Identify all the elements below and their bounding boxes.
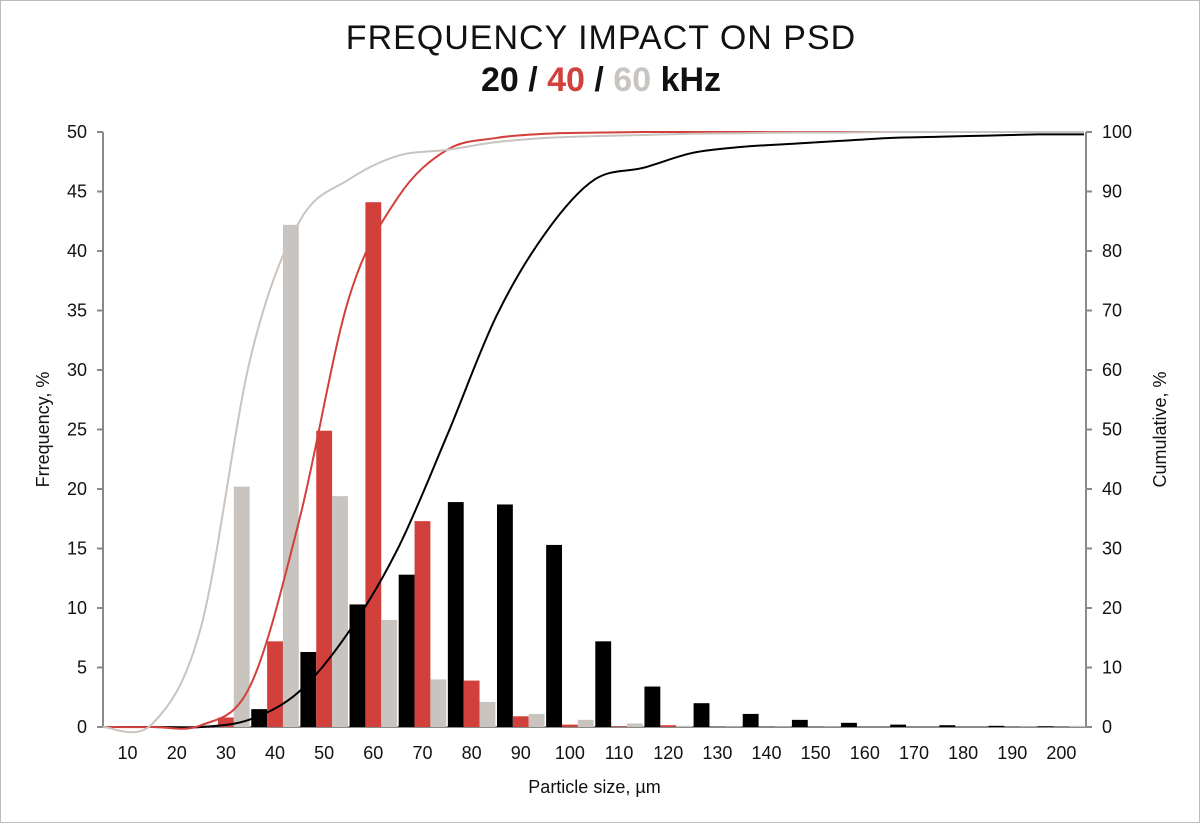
x-tick-label: 30 [216, 743, 236, 763]
bar [447, 502, 464, 727]
y2-tick-label: 90 [1102, 182, 1122, 202]
bar [365, 202, 382, 727]
bar [595, 641, 612, 727]
x-tick-label: 170 [899, 743, 929, 763]
x-tick-label: 200 [1046, 743, 1076, 763]
bar [512, 716, 529, 727]
bar [660, 725, 677, 727]
y2-tick-label: 80 [1102, 241, 1122, 261]
x-tick-label: 140 [752, 743, 782, 763]
bar [1037, 726, 1054, 727]
x-tick-label: 90 [511, 743, 531, 763]
bar [988, 725, 1005, 727]
bar [233, 486, 250, 727]
subtitle-part: 60 [613, 61, 652, 99]
cumulative-line [102, 130, 1084, 734]
bar [561, 724, 578, 727]
chart-subtitle: 20 / 40 / 60 kHz [1, 61, 1200, 100]
x-tick-label: 180 [948, 743, 978, 763]
y-tick-label: 0 [77, 717, 87, 737]
bar [725, 726, 742, 727]
x-tick-label: 10 [118, 743, 138, 763]
chart-title: FREQUENCY IMPACT ON PSD [345, 19, 857, 57]
bar [463, 680, 480, 727]
subtitle-part: / [518, 61, 548, 99]
y-tick-label: 30 [67, 360, 87, 380]
bar [774, 726, 791, 727]
x-tick-label: 130 [702, 743, 732, 763]
bar [430, 679, 447, 727]
y-tick-label: 15 [67, 539, 87, 559]
y-tick-label: 10 [67, 598, 87, 618]
bar [332, 496, 348, 727]
bar [693, 703, 710, 727]
bar [546, 544, 562, 727]
y-tick-label: 25 [67, 420, 87, 440]
bar [381, 619, 398, 727]
subtitle-part: 20 [480, 61, 519, 99]
y2-tick-label: 30 [1102, 539, 1122, 559]
bar [217, 717, 234, 727]
bar [414, 521, 431, 727]
x-tick-label: 190 [997, 743, 1027, 763]
bar [349, 604, 366, 727]
y-tick-label: 5 [77, 658, 87, 678]
y2-tick-label: 100 [1102, 122, 1132, 142]
x-tick-label: 80 [462, 743, 482, 763]
bar [939, 725, 956, 727]
y2-axis-title: Cumulative, % [1150, 371, 1170, 487]
bar [823, 726, 840, 727]
y2-tick-label: 60 [1102, 360, 1122, 380]
y-axis-title: Frrequency, % [33, 372, 53, 488]
bar [528, 713, 545, 727]
x-tick-label: 160 [850, 743, 880, 763]
x-tick-label: 20 [167, 743, 187, 763]
x-tick-label: 40 [265, 743, 285, 763]
subtitle-part: kHz [651, 61, 722, 99]
bar [267, 641, 283, 727]
y2-tick-label: 70 [1102, 301, 1122, 321]
bar [577, 719, 594, 727]
y2-tick-label: 50 [1102, 420, 1122, 440]
bar [890, 724, 907, 727]
cumulative-line [102, 130, 1084, 730]
x-tick-label: 60 [363, 743, 383, 763]
bar [791, 719, 808, 727]
y-tick-label: 35 [67, 301, 87, 321]
bar [841, 722, 857, 727]
subtitle-part: 40 [547, 61, 585, 99]
bar [1069, 725, 1086, 727]
bar [479, 702, 496, 727]
y2-tick-label: 40 [1102, 479, 1122, 499]
bar [282, 224, 299, 727]
x-tick-label: 70 [412, 743, 432, 763]
y-tick-label: 20 [67, 479, 87, 499]
cumulative-line [102, 133, 1084, 729]
bar [300, 652, 317, 727]
bar [398, 574, 415, 727]
bar [496, 504, 513, 727]
y2-tick-label: 10 [1102, 658, 1122, 678]
x-axis-title: Particle size, µm [528, 777, 660, 797]
bar [627, 723, 643, 727]
x-tick-label: 110 [605, 743, 634, 763]
x-tick-label: 120 [653, 743, 683, 763]
x-tick-label: 150 [801, 743, 831, 763]
x-tick-label: 100 [555, 743, 585, 763]
y2-tick-label: 20 [1102, 598, 1122, 618]
bar [611, 726, 628, 727]
y-tick-label: 50 [67, 122, 87, 142]
y-tick-label: 40 [67, 241, 87, 261]
bar [676, 725, 693, 727]
bar [644, 686, 661, 727]
bar [742, 713, 759, 727]
y-tick-label: 45 [67, 182, 87, 202]
subtitle-part: / [584, 61, 614, 99]
y2-tick-label: 0 [1102, 717, 1112, 737]
bar [1020, 726, 1037, 727]
bar [316, 430, 333, 727]
x-tick-label: 50 [314, 743, 334, 763]
